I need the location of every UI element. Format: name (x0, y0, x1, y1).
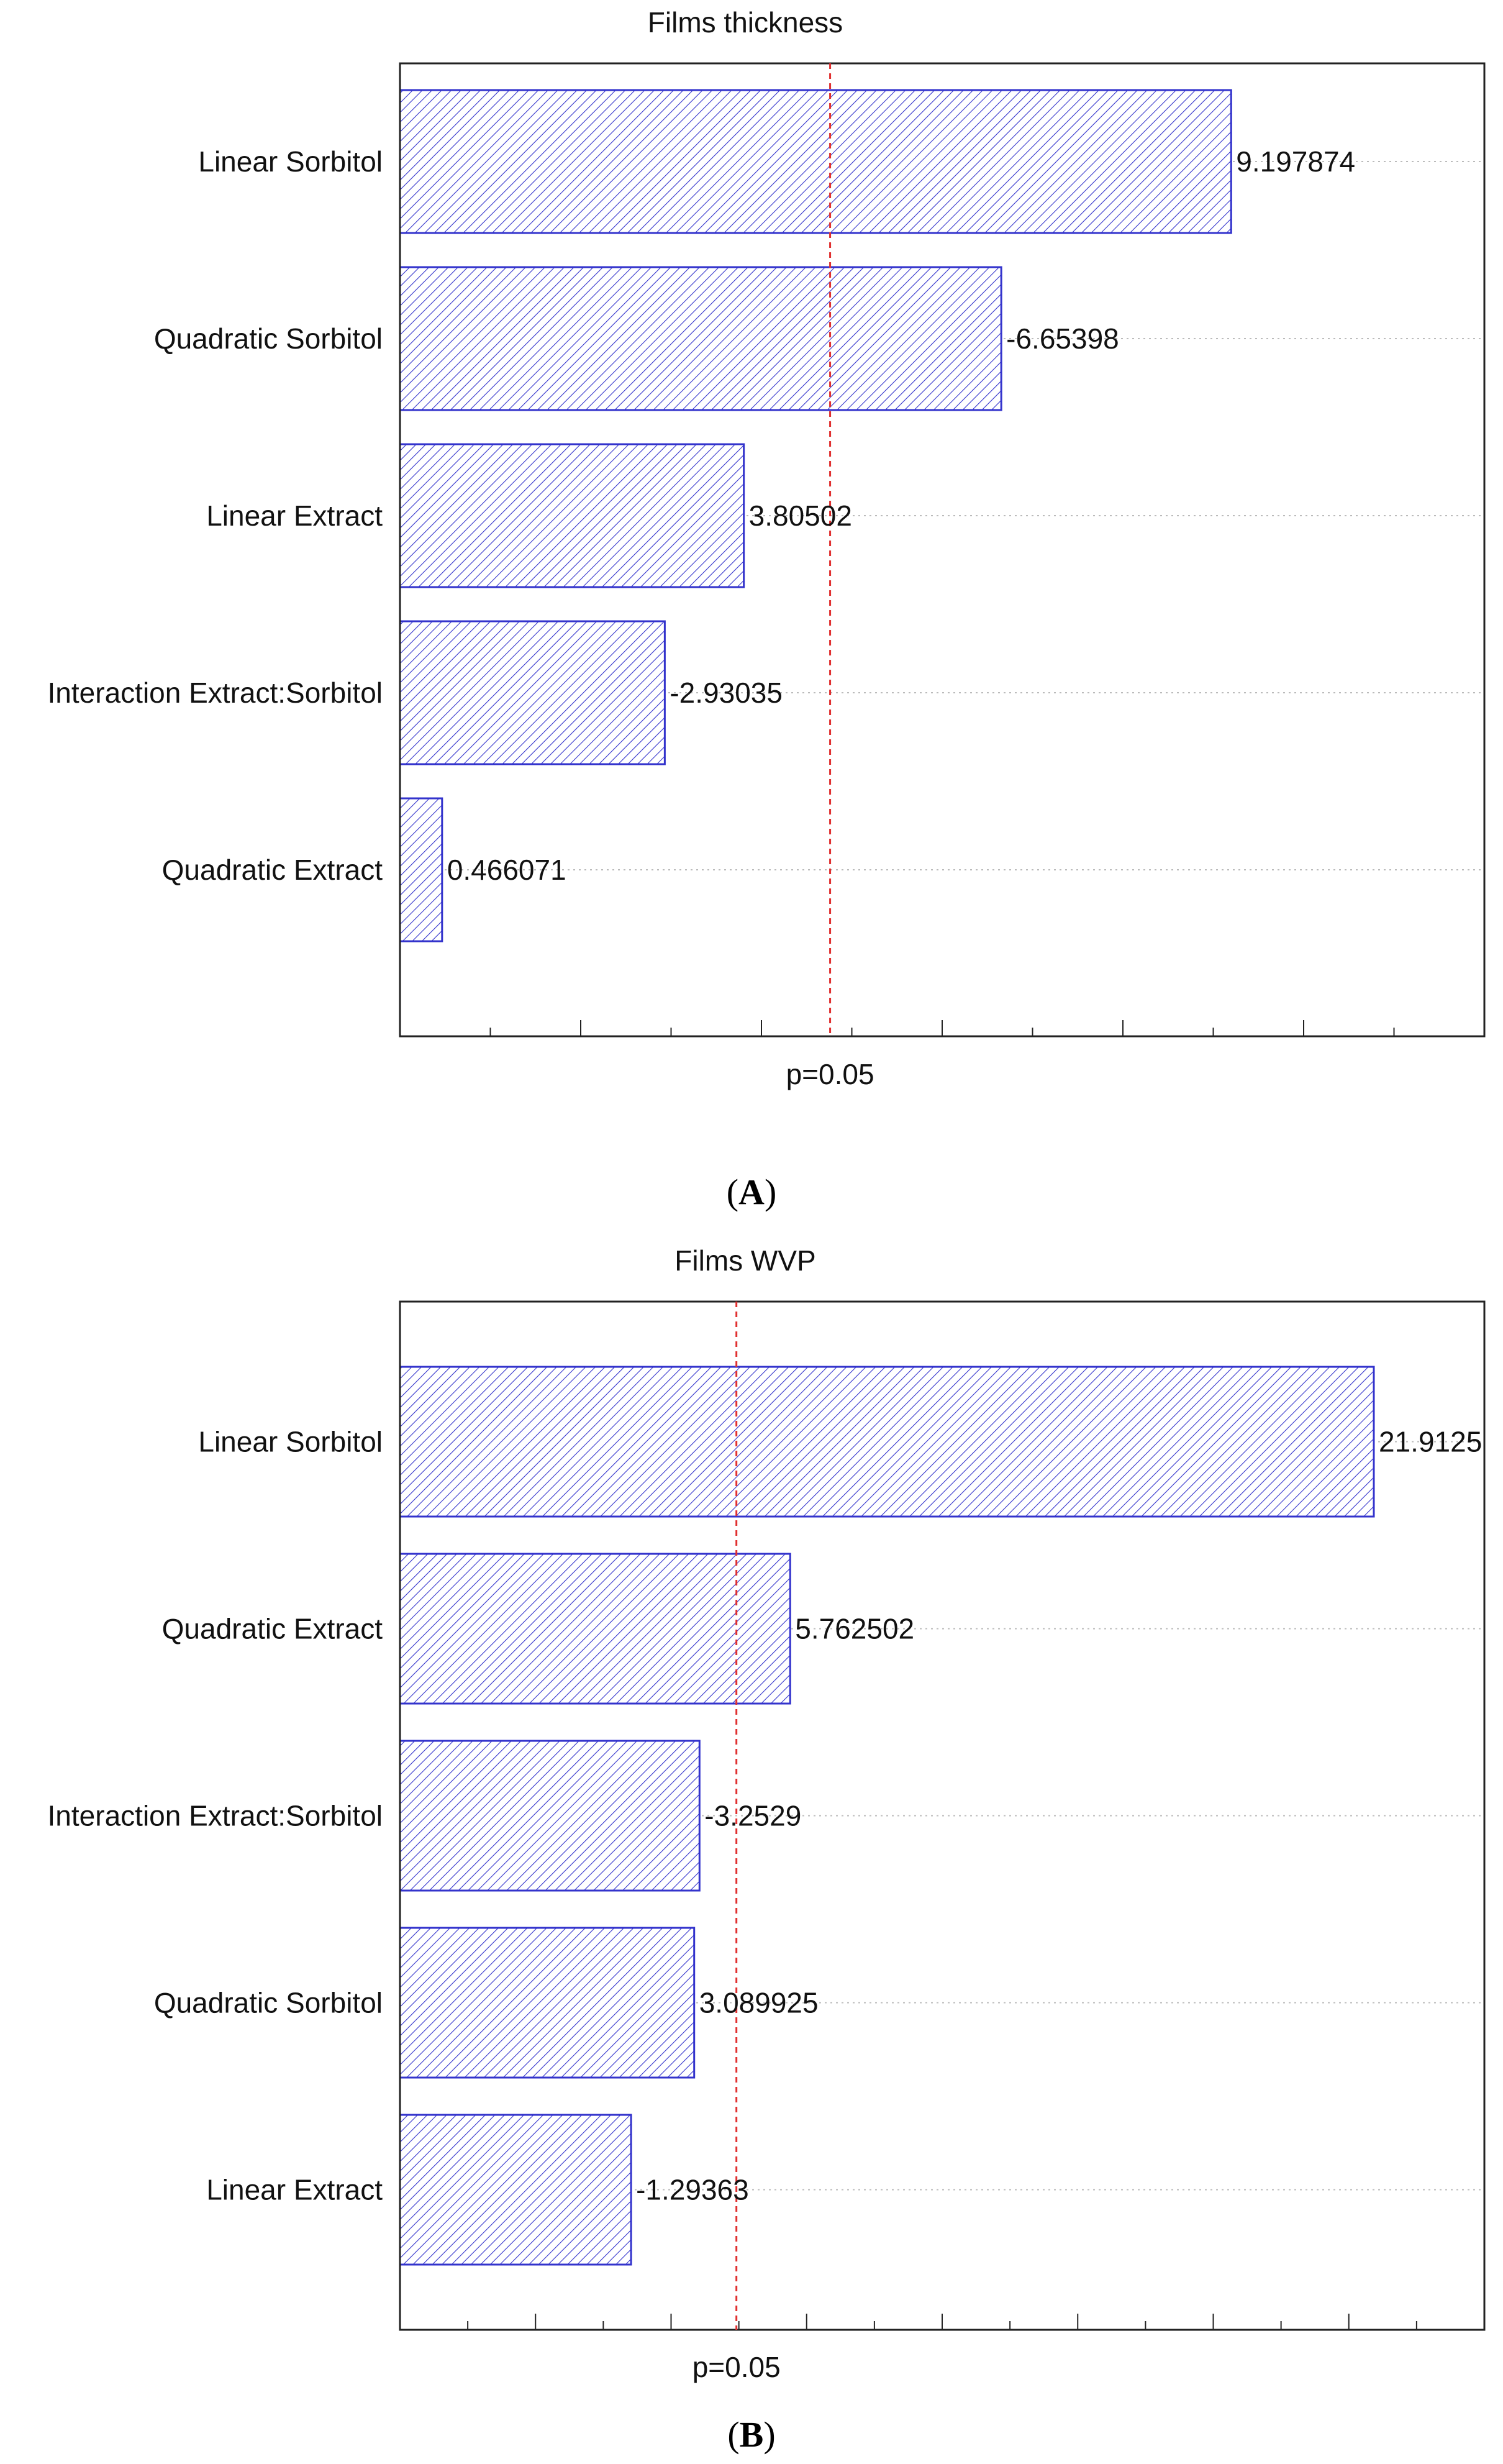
category-label: Quadratic Extract (162, 1613, 383, 1645)
value-label: -3.2529 (704, 1800, 801, 1832)
chart-title: Films thickness (648, 6, 843, 39)
category-label: Linear Sorbitol (198, 1426, 383, 1458)
panel-label: (A) (727, 1172, 777, 1212)
reference-label: p=0.05 (786, 1058, 874, 1090)
category-label: Interaction Extract:Sorbitol (48, 677, 383, 709)
bar (400, 1927, 696, 2079)
axis-ticks (467, 2314, 1417, 2330)
category-label: Interaction Extract:Sorbitol (48, 1800, 383, 1832)
value-label: 3.80502 (749, 500, 852, 532)
panel-label: (B) (727, 2414, 775, 2455)
value-labels: 21.9125 5.762502 -3.2529 3.089925 -1.29363 (636, 1426, 1482, 2206)
bar (400, 266, 1002, 411)
bar (400, 1740, 701, 1892)
category-labels: Linear Sorbitol Quadratic Sorbitol Linear… (48, 145, 383, 886)
chart-films-thickness: Films thickness Linear Sorbitol Quadratic… (48, 6, 1486, 1212)
category-labels: Linear Sorbitol Quadratic Extract Interac… (48, 1426, 383, 2206)
value-label: 9.197874 (1236, 145, 1355, 178)
category-label: Quadratic Sorbitol (154, 322, 383, 355)
axis-ticks (489, 1020, 1395, 1036)
category-label: Linear Extract (206, 2174, 383, 2206)
bars (400, 89, 1232, 942)
chart-films-wvp: Films WVP Linear Sorbitol Quadratic Extr… (48, 1244, 1486, 2455)
value-label: -1.29363 (636, 2174, 749, 2206)
reference-label: p=0.05 (692, 2351, 781, 2383)
value-label: -2.93035 (670, 677, 783, 709)
value-label: 5.762502 (795, 1613, 914, 1645)
category-label: Linear Sorbitol (198, 145, 383, 178)
value-label: 21.9125 (1379, 1426, 1482, 1458)
bar (400, 1366, 1375, 1518)
bar (400, 89, 1232, 234)
bars (400, 1366, 1375, 2266)
bar (400, 620, 666, 765)
value-labels: 9.197874 -6.65398 3.80502 -2.93035 0.466071 (447, 145, 1355, 886)
value-label: 0.466071 (447, 854, 566, 886)
chart-title: Films WVP (674, 1244, 815, 1277)
bar (400, 1553, 791, 1705)
bar (400, 797, 443, 942)
bar (400, 443, 745, 588)
category-label: Quadratic Sorbitol (154, 1987, 383, 2019)
bar (400, 2114, 632, 2266)
category-label: Linear Extract (206, 500, 383, 532)
value-label: -6.65398 (1006, 322, 1119, 355)
value-label: 3.089925 (699, 1987, 819, 2019)
category-label: Quadratic Extract (162, 854, 383, 886)
